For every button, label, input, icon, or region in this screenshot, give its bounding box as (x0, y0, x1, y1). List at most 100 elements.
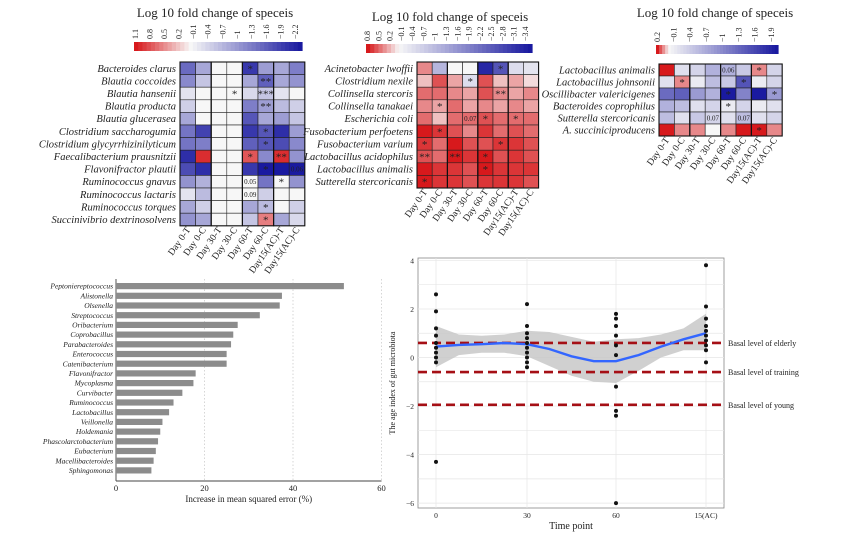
bar-category-label: Catenibacterium (63, 359, 114, 368)
heatmap-cell (195, 74, 212, 88)
colorbar-segment (268, 42, 274, 51)
heatmap-cell (257, 187, 274, 201)
heatmap-cell (416, 124, 433, 138)
heatmap-cell (226, 112, 243, 126)
heatmap-cell (210, 124, 228, 138)
heatmap-cell (507, 99, 524, 113)
heatmap-cell (735, 123, 752, 137)
data-point (525, 360, 529, 365)
colorbar-tick-label: −2.2 (291, 24, 300, 39)
colorbar-tick-label: −1.9 (767, 27, 776, 42)
data-point (434, 350, 438, 355)
colorbar-segment (142, 42, 148, 51)
heatmap-cell (226, 212, 243, 227)
row-label: Blautia glucerasea (96, 114, 176, 125)
colorbar-tick-label: 0.8 (146, 29, 155, 39)
colorbar-segment (419, 44, 425, 53)
row-label: Blautia hansenii (107, 89, 176, 100)
data-point (525, 350, 529, 355)
colorbar-tick-label: −2.2 (476, 26, 485, 41)
colorbar-tick-label: 0.2 (386, 31, 395, 41)
heatmap-cell (507, 175, 524, 189)
colorbar-segment (677, 45, 681, 54)
heatmap-cell (523, 124, 539, 138)
heatmap-cell (273, 200, 290, 214)
colorbar-tick-label: 0.8 (363, 31, 372, 41)
colorbar-segment (507, 44, 512, 53)
importance-bar (116, 360, 227, 367)
heatmap-cell (257, 112, 274, 126)
heatmap-cell (242, 99, 259, 113)
colorbar-segment (671, 45, 675, 54)
row-label: Ruminococcus lactaris (79, 190, 176, 201)
colorbar-tick-label: −1.6 (453, 26, 462, 41)
data-point (434, 355, 438, 360)
importance-bar (116, 467, 152, 474)
colorbar-segment (527, 44, 533, 53)
colorbar-tick-label: −0.1 (669, 27, 678, 42)
heatmap-cell (689, 111, 706, 125)
colorbar-segment (395, 44, 400, 53)
heatmap-cell (210, 162, 228, 176)
heatmap-cell (492, 162, 509, 176)
heatmap-cell (210, 61, 228, 75)
heatmap-cell (226, 187, 243, 201)
age-index-scatter-plot: Basal level of elderly Basal level of tra… (388, 256, 799, 532)
colorbar-segment (222, 42, 227, 51)
heatmap-cell (431, 162, 448, 176)
heatmap-cell (273, 61, 290, 75)
colorbar-tick-label: −0.7 (218, 24, 227, 39)
importance-bar (116, 447, 156, 455)
colorbar-segment (201, 42, 206, 51)
significance-label: 0.06 (291, 166, 304, 174)
significance-label: * (247, 63, 253, 75)
heatmap-cell (242, 200, 259, 214)
bar-category-label: Veillonella (81, 418, 113, 427)
significance-label: * (498, 63, 504, 75)
colorbar-segment (285, 42, 290, 51)
row-label: Clostridium nexile (335, 76, 413, 87)
heatmap-cell (210, 99, 228, 113)
colorbar-segment (251, 42, 257, 51)
data-point (614, 333, 618, 338)
colorbar-segment (473, 44, 479, 53)
data-point (525, 302, 529, 307)
heatmap-cell (766, 63, 783, 77)
heatmap-title: Log 10 fold change of speceis (637, 5, 793, 20)
heatmap-cell (492, 149, 509, 164)
colorbar-segment (159, 42, 164, 51)
heatmap-cell (431, 61, 448, 75)
significance-label: 0.09 (244, 191, 257, 199)
colorbar-tick-label: −1.6 (262, 24, 271, 39)
significance-label: * (247, 152, 253, 164)
x-tick-label: 15(AC) (695, 511, 718, 520)
heatmap-cell (226, 74, 243, 88)
heatmap-cell (477, 74, 494, 88)
heatmap-cell (179, 212, 196, 227)
heatmap-cell (507, 124, 524, 138)
data-point (614, 408, 618, 413)
heatmap-cell (507, 74, 524, 88)
data-point (525, 345, 529, 350)
heatmap-cell (462, 162, 479, 176)
heatmap-cell (288, 137, 306, 151)
row-label: Escherichia coli (343, 114, 413, 125)
colorbar-tick-label: −0.4 (686, 27, 695, 42)
x-tick-label: 0 (434, 511, 438, 520)
row-label: Bacteroides coprophilus (553, 102, 655, 113)
heatmap-cell (523, 137, 539, 151)
colorbar-segment (494, 44, 500, 53)
colorbar-segment (378, 44, 384, 53)
colorbar-segment (155, 42, 160, 51)
heatmap-cell (720, 75, 737, 89)
bar-category-label: Peptoniereptococcus (49, 282, 113, 291)
data-point (434, 360, 438, 365)
colorbar-segment (744, 45, 749, 54)
data-point (434, 340, 438, 345)
colorbar-segment (656, 45, 660, 54)
colorbar-segment (239, 42, 244, 51)
bar-category-label: Flavonifractor (68, 369, 113, 378)
colorbar-segment (163, 42, 169, 51)
colorbar-tick-label: −0.1 (397, 26, 406, 41)
